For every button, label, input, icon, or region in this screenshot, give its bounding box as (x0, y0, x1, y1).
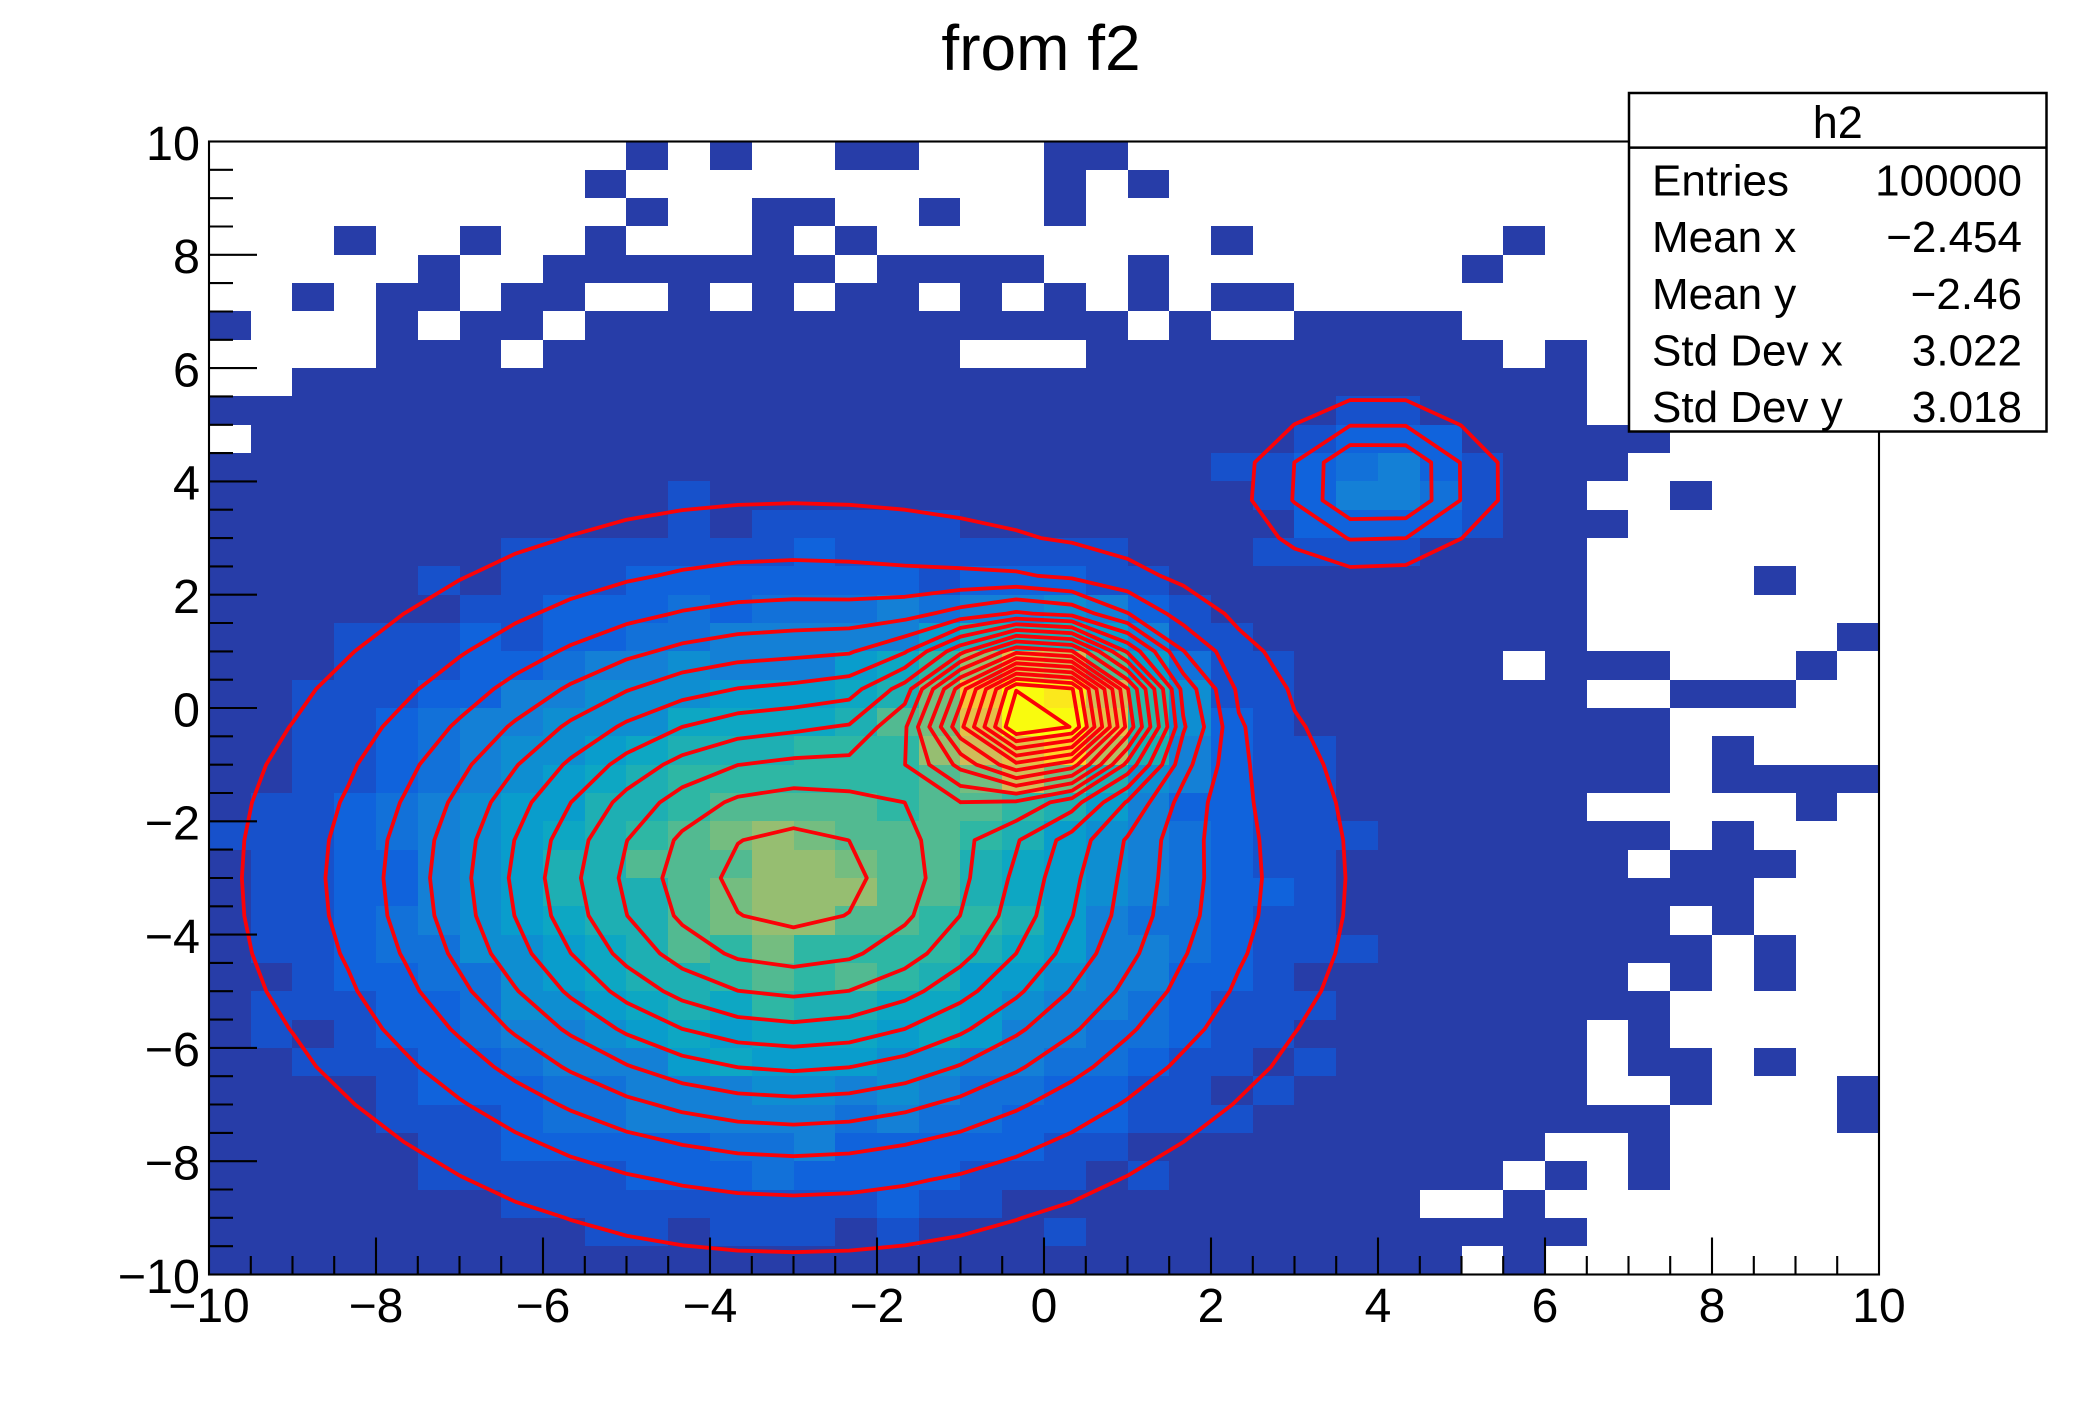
svg-text:4: 4 (1365, 1280, 1392, 1333)
svg-text:8: 8 (173, 230, 200, 284)
svg-text:−10: −10 (168, 1280, 249, 1333)
svg-text:100000: 100000 (1875, 157, 2022, 206)
svg-text:−10: −10 (118, 1250, 200, 1304)
svg-text:4: 4 (173, 457, 200, 511)
svg-text:−2: −2 (145, 797, 200, 851)
svg-text:10: 10 (146, 117, 200, 171)
svg-text:Std Dev x: Std Dev x (1652, 326, 1843, 375)
svg-text:Std Dev y: Std Dev y (1652, 383, 1843, 432)
svg-text:Mean y: Mean y (1652, 270, 1796, 319)
svg-text:−8: −8 (349, 1280, 404, 1333)
svg-text:−4: −4 (683, 1280, 738, 1333)
svg-text:0: 0 (1031, 1280, 1058, 1333)
svg-text:3.022: 3.022 (1912, 326, 2022, 375)
svg-text:10: 10 (1852, 1280, 1905, 1333)
svg-text:2: 2 (1198, 1280, 1225, 1333)
svg-text:−2: −2 (850, 1280, 905, 1333)
svg-text:−6: −6 (145, 1023, 200, 1077)
svg-text:8: 8 (1699, 1280, 1726, 1333)
svg-text:0: 0 (173, 683, 200, 737)
svg-text:Mean x: Mean x (1652, 213, 1796, 262)
svg-text:−4: −4 (145, 910, 200, 964)
svg-text:h2: h2 (1813, 97, 1863, 148)
svg-text:−8: −8 (145, 1137, 200, 1191)
svg-text:6: 6 (1532, 1280, 1559, 1333)
svg-text:−6: −6 (516, 1280, 571, 1333)
svg-text:−2.46: −2.46 (1911, 270, 2022, 319)
svg-text:3.018: 3.018 (1912, 383, 2022, 432)
svg-text:6: 6 (173, 343, 200, 397)
svg-text:−2.454: −2.454 (1886, 213, 2022, 262)
svg-text:2: 2 (173, 570, 200, 624)
svg-text:from f2: from f2 (941, 12, 1140, 84)
svg-text:Entries: Entries (1652, 157, 1789, 206)
